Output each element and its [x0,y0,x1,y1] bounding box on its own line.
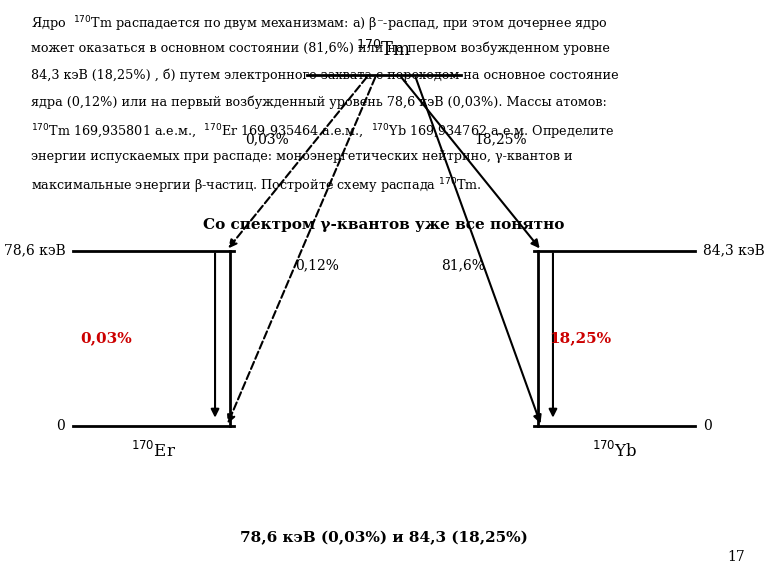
Text: 0,03%: 0,03% [245,132,289,147]
Text: Ядро  $^{170}$Tm распадается по двум механизмам: а) β⁻-распад, при этом дочернее: Ядро $^{170}$Tm распадается по двум меха… [31,14,607,34]
Text: 18,25%: 18,25% [549,331,611,346]
Text: 84,3 кэВ (18,25%) , б) путем электронного захвата с переходом на основное состоя: 84,3 кэВ (18,25%) , б) путем электронног… [31,69,618,82]
Text: ядра (0,12%) или на первый возбужденный уровень 78,6 кэВ (0,03%). Массы атомов:: ядра (0,12%) или на первый возбужденный … [31,96,607,109]
Text: 78,6 кэВ: 78,6 кэВ [4,244,65,257]
Text: энергии испускаемых при распаде: моноэнергетических нейтрино, γ-квантов и: энергии испускаемых при распаде: моноэне… [31,150,572,163]
Text: $^{170}$Yb: $^{170}$Yb [591,441,637,461]
Text: 84,3 кэВ: 84,3 кэВ [703,244,764,257]
Text: 0,12%: 0,12% [295,258,339,272]
Text: $^{170}$Tm: $^{170}$Tm [356,40,412,60]
Text: 18,25%: 18,25% [475,132,528,147]
Text: $^{170}$Er: $^{170}$Er [131,441,176,461]
Text: может оказаться в основном состоянии (81,6%) или на первом возбужденном уровне: может оказаться в основном состоянии (81… [31,41,610,55]
Text: 0: 0 [703,419,711,433]
Text: 78,6 кэВ (0,03%) и 84,3 (18,25%): 78,6 кэВ (0,03%) и 84,3 (18,25%) [240,532,528,545]
Text: 17: 17 [727,551,745,564]
Text: 0,03%: 0,03% [81,331,132,346]
Text: 81,6%: 81,6% [441,258,485,272]
Text: Со спектром γ-квантов уже все понятно: Со спектром γ-квантов уже все понятно [204,218,564,232]
Text: $^{170}$Tm 169,935801 а.е.м.,  $^{170}$Er 169,935464 а.е.м.,  $^{170}$Yb 169,934: $^{170}$Tm 169,935801 а.е.м., $^{170}$Er… [31,123,614,142]
Text: 0: 0 [57,419,65,433]
Text: максимальные энергии β-частиц. Постройте схему распада $^{170}$Tm.: максимальные энергии β-частиц. Постройте… [31,177,482,196]
